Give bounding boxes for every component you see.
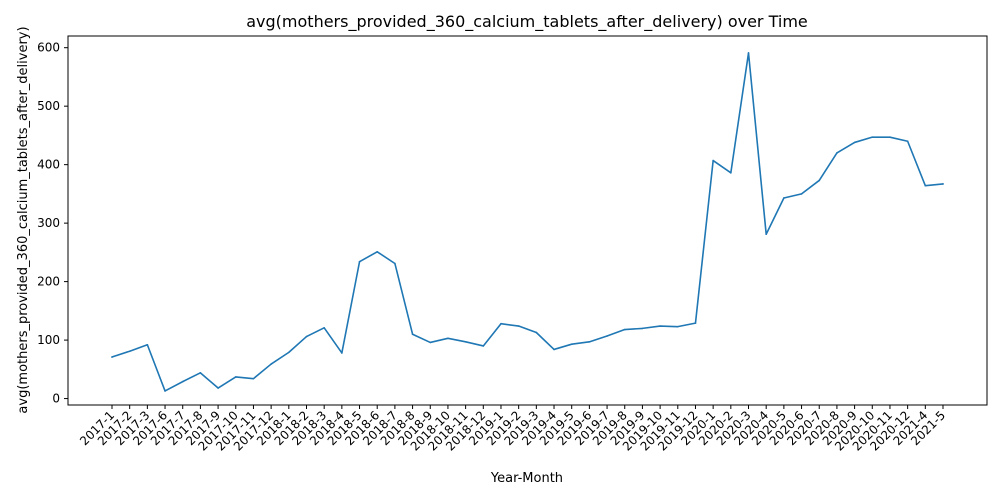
data-point	[553, 348, 555, 351]
data-point	[747, 52, 750, 54]
data-point	[447, 337, 449, 340]
data-point	[606, 335, 608, 337]
data-point	[500, 322, 502, 325]
data-point	[394, 262, 396, 265]
x-axis: 2017-12017-22017-32017-62017-72017-82017…	[77, 405, 948, 454]
y-tick-label: 100	[37, 333, 60, 347]
y-axis-label: avg(mothers_provided_360_calcium_tablets…	[16, 26, 31, 413]
data-point	[659, 325, 661, 327]
data-point	[836, 152, 838, 154]
data-point	[199, 372, 202, 374]
data-point	[765, 233, 767, 236]
data-point	[111, 356, 113, 358]
data-point	[164, 390, 166, 392]
data-point	[288, 351, 290, 354]
axes-frame	[67, 35, 988, 406]
data-point	[676, 325, 679, 328]
data-point	[323, 327, 325, 329]
data-point	[252, 377, 255, 380]
data-point	[889, 136, 891, 138]
y-tick-label: 400	[37, 158, 60, 172]
data-point	[181, 380, 184, 383]
data-point	[305, 335, 308, 338]
y-axis: 0 100 200 300 400 500 600	[37, 41, 68, 406]
data-point	[623, 328, 626, 331]
plot-area	[67, 35, 988, 406]
data-point	[853, 141, 856, 144]
y-tick-label: 0	[52, 392, 60, 406]
data-point	[146, 343, 149, 346]
data-point	[694, 322, 697, 324]
x-axis-label: Year-Month	[490, 471, 563, 486]
data-point	[818, 179, 821, 182]
chart-title: avg(mothers_provided_360_calcium_tablets…	[246, 12, 808, 32]
data-point	[128, 350, 131, 352]
data-point	[570, 343, 573, 345]
data-point	[871, 136, 874, 138]
y-tick-label: 200	[37, 275, 60, 289]
data-point	[783, 197, 785, 199]
data-point	[411, 333, 414, 336]
y-tick-label: 600	[37, 41, 60, 55]
series-line	[111, 52, 944, 392]
data-point	[712, 159, 714, 162]
data-point	[358, 260, 361, 263]
data-point	[588, 341, 591, 343]
data-point	[217, 387, 219, 389]
data-point	[535, 331, 538, 334]
data-point	[464, 341, 467, 343]
y-tick-label: 500	[37, 99, 60, 113]
data-point	[942, 183, 944, 185]
data-point	[270, 363, 272, 365]
y-tick-label: 300	[37, 216, 60, 230]
data-point	[906, 140, 909, 143]
data-point	[429, 341, 432, 344]
data-point	[924, 184, 927, 187]
data-point	[482, 345, 485, 347]
data-point	[730, 172, 732, 174]
data-point	[234, 376, 237, 378]
data-point	[800, 193, 803, 195]
data-point	[517, 325, 520, 327]
series-points	[111, 52, 944, 392]
data-point	[376, 250, 379, 253]
data-point	[341, 352, 343, 354]
data-point	[641, 327, 644, 330]
